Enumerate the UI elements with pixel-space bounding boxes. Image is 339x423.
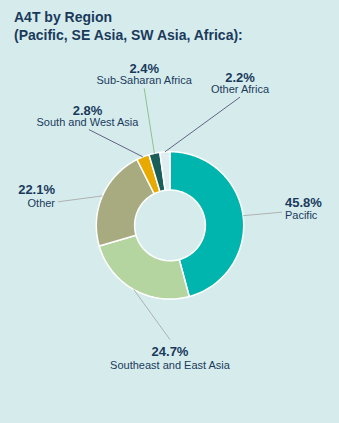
html-text:A4T by Region: A4T by Region bbox=[14, 9, 112, 25]
svg-text:24.7%: 24.7% bbox=[152, 345, 189, 360]
html-text:(Pacific, SE Asia, SW Asia, Af: (Pacific, SE Asia, SW Asia, Africa): bbox=[14, 27, 243, 44]
svg-text:South and West Asia: South and West Asia bbox=[36, 116, 139, 128]
svg-text:Other: Other bbox=[28, 197, 56, 209]
svg-text:22.1%: 22.1% bbox=[18, 183, 55, 198]
svg-text:Sub-Saharan Africa: Sub-Saharan Africa bbox=[97, 75, 193, 87]
svg-text:Other Africa: Other Africa bbox=[211, 84, 270, 96]
svg-text:45.8%: 45.8% bbox=[285, 195, 322, 210]
svg-text:2.4%: 2.4% bbox=[129, 61, 159, 77]
svg-text:2.2%: 2.2% bbox=[225, 70, 255, 86]
svg-text:Pacific: Pacific bbox=[285, 210, 318, 222]
svg-text:2.8%: 2.8% bbox=[72, 102, 103, 118]
svg-text:Southeast and East Asia: Southeast and East Asia bbox=[110, 359, 231, 371]
